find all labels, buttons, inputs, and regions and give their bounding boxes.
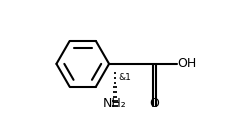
Text: O: O (149, 97, 159, 110)
Text: OH: OH (177, 57, 196, 70)
Text: NH₂: NH₂ (103, 97, 126, 110)
Text: &1: &1 (117, 73, 130, 82)
